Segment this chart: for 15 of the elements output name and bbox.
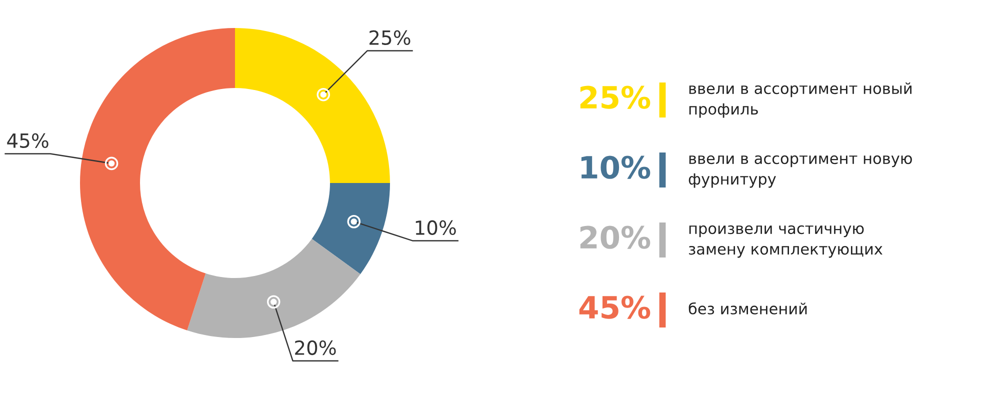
legend-label: ввели в ассортимент новую фурнитуру [688,155,912,188]
text: 20% [580,226,650,249]
data-label: 20% [295,340,336,356]
data-label: 45% [7,133,48,148]
text: 45% [579,296,650,319]
donut-slice [80,28,235,330]
legend-label: произвели частичную замену комплектующих [688,225,882,258]
text: 10% [581,156,650,179]
text: 25% [580,86,650,109]
legend-label: без изменений [688,302,807,314]
data-label: 10% [416,220,456,236]
donut-slice [187,238,360,338]
data-label: 25% [370,30,410,46]
legend-label: ввели в ассортимент новый профиль [689,82,912,118]
donut-slice [312,183,390,274]
